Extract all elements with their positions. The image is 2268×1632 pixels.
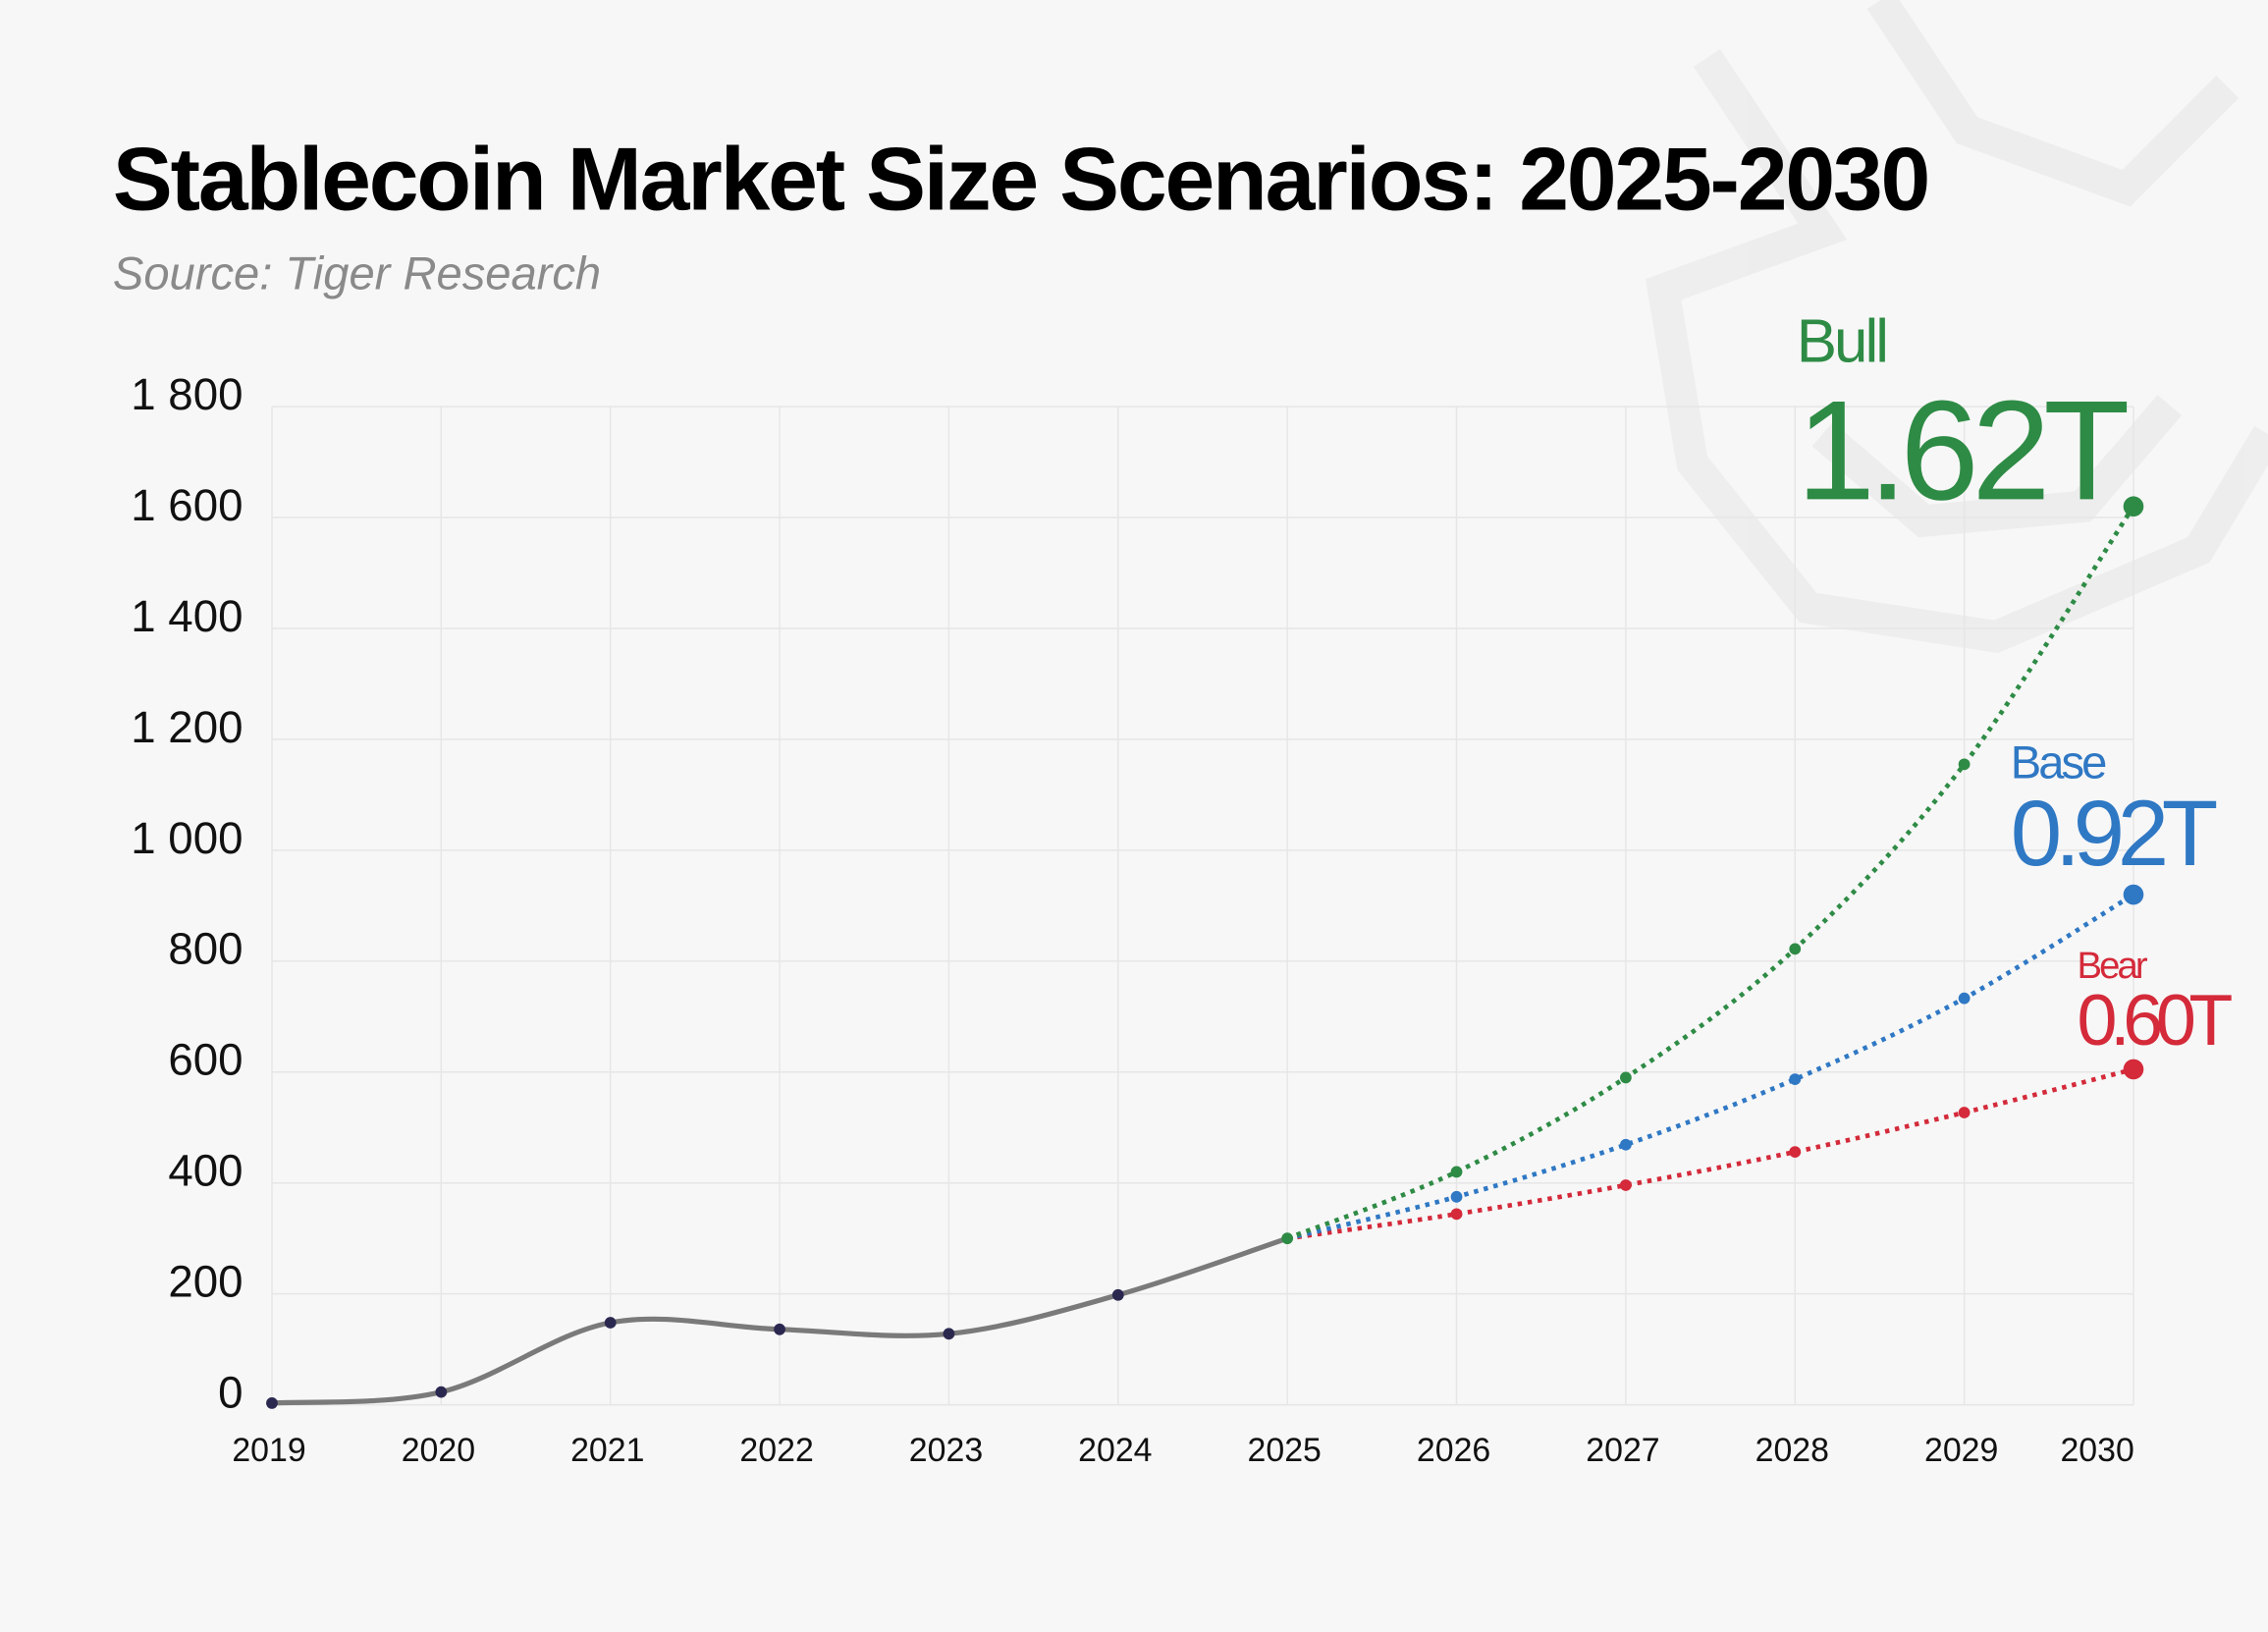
x-tick-label: 2020: [402, 1432, 475, 1469]
data-point-bull: [1450, 1166, 1463, 1178]
chart-subtitle: Source: Tiger Research: [113, 247, 601, 299]
data-point-base: [1789, 1073, 1802, 1085]
y-tick-label: 1 400: [131, 591, 243, 641]
x-tick-label: 2022: [739, 1432, 813, 1469]
historical-data-point: [1111, 1288, 1124, 1301]
y-tick-label: 1 600: [131, 480, 243, 530]
x-tick-label: 2021: [570, 1432, 644, 1469]
data-point-bear: [1789, 1146, 1802, 1158]
grid: [271, 406, 2134, 1406]
x-tick-label: 2019: [232, 1432, 305, 1469]
y-tick-label: 800: [168, 924, 243, 974]
data-point-bull: [1958, 758, 1971, 771]
x-axis: 2019 2020 2021 2022 2023 2024 2025 2026 2027 2028…: [232, 1432, 2134, 1469]
series-line-bear: [1286, 1066, 2134, 1241]
x-tick-label: 2028: [1755, 1432, 1829, 1469]
y-tick-label: 600: [168, 1035, 243, 1085]
data-point-bull: [1789, 943, 1802, 955]
y-tick-label: 200: [168, 1257, 243, 1307]
historical-data-point: [604, 1317, 617, 1329]
historical-data-point: [774, 1323, 785, 1335]
historical-data-point: [1281, 1232, 1294, 1245]
series-line-base: [1286, 893, 2135, 1241]
tiger-watermark: [1645, 0, 2268, 654]
data-point-base: [1450, 1190, 1463, 1203]
historical-data-point: [943, 1328, 955, 1340]
y-tick-label: 1 800: [131, 369, 243, 419]
series-label-value: 0.60T: [2078, 979, 2233, 1061]
data-point-bear: [1450, 1208, 1463, 1221]
y-tick-label: 400: [168, 1146, 243, 1196]
series-label-value: 1.62T: [1797, 370, 2128, 529]
x-tick-label: 2023: [909, 1432, 983, 1469]
series-lines: [266, 496, 2144, 1409]
chart-title: Stablecoin Market Size Scenarios: 2025-2…: [113, 130, 1928, 230]
x-tick-label: 2027: [1586, 1432, 1659, 1469]
data-point-base: [2123, 884, 2144, 905]
historical-data-point: [266, 1397, 278, 1409]
data-point-bull: [1620, 1071, 1632, 1084]
y-tick-label: 1 000: [131, 813, 243, 863]
data-point-bear: [1620, 1179, 1632, 1191]
x-tick-label: 2026: [1417, 1432, 1490, 1469]
y-tick-label: 0: [218, 1368, 243, 1418]
historical-data-point: [435, 1386, 448, 1398]
series-label-title: Bull: [1797, 307, 1886, 375]
series-label-value: 0.92T: [2011, 782, 2217, 885]
x-tick-label: 2025: [1248, 1432, 1322, 1469]
y-axis: 0 200 400 600 800 1 000 1 200 1 400 1 600 1 800: [131, 369, 243, 1418]
data-point-base: [1958, 992, 1971, 1005]
series-label-title: Base: [2011, 736, 2106, 789]
data-point-bear: [2123, 1059, 2144, 1080]
series-label-title: Bear: [2078, 945, 2148, 987]
data-point-bull: [2123, 496, 2144, 517]
data-point-bear: [1958, 1107, 1971, 1118]
data-point-base: [1620, 1138, 1632, 1151]
y-tick-label: 1 200: [131, 702, 243, 752]
x-tick-label: 2030: [2060, 1432, 2133, 1469]
x-tick-label: 2029: [1924, 1432, 1998, 1469]
x-tick-label: 2024: [1078, 1432, 1152, 1469]
